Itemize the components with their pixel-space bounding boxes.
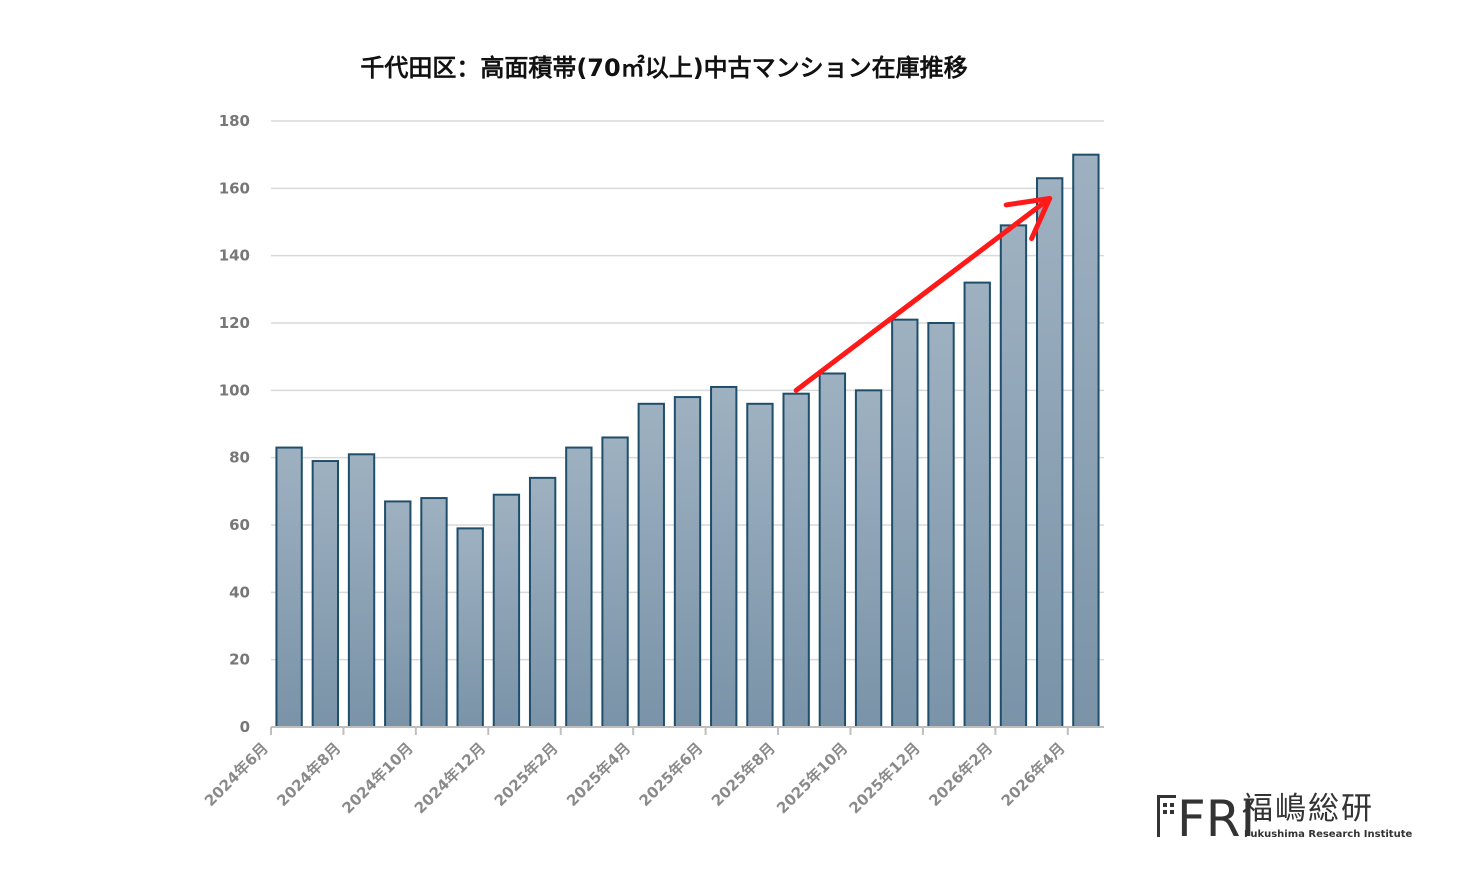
y-tick-label: 120 [219,314,250,332]
x-tick-label: 2025年12月 [846,739,924,817]
bar [782,392,810,728]
logo-letters: FRI [1177,790,1255,848]
bar [347,453,376,728]
x-tick-label: 2025年10月 [773,739,851,817]
bar [601,436,629,728]
y-tick-label: 80 [229,449,250,467]
bar [891,318,919,728]
y-tick-label: 20 [229,651,250,669]
x-tick-label: 2024年6月 [201,739,272,810]
x-tick-label: 2024年12月 [411,739,489,817]
logo-mark-icon [1157,795,1176,837]
bar [565,446,593,728]
fri-logo: FRI 福嶋総研 Fukushima Research Institute [1157,790,1412,848]
bar [818,372,847,728]
arrow-shaft [793,195,1053,393]
y-tick-label: 60 [229,516,250,534]
bar [927,322,955,728]
bar [637,402,665,728]
bar [746,402,774,728]
chart-title: 千代田区：高面積帯(70㎡以上)中古マンション在庫推移 [360,54,967,82]
y-tick-label: 0 [240,718,250,736]
bar [854,389,883,728]
x-axis [270,726,1104,735]
x-tick-label: 2025年6月 [636,739,707,810]
y-axis-tick-labels: 0 20 40 60 80 100 120 140 160 180 [219,112,250,736]
y-tick-label: 140 [219,247,250,265]
bar [1035,177,1064,728]
y-tick-label: 160 [219,179,250,197]
bar [275,446,303,728]
y-tick-label: 180 [219,112,250,130]
x-tick-label: 2024年8月 [273,739,344,810]
bar [1072,153,1100,728]
bar [710,385,738,728]
bar [492,493,521,729]
logo-kanji: 福嶋総研 [1242,791,1374,827]
x-tick-label: 2025年2月 [491,739,562,810]
logo-subtitle: Fukushima Research Institute [1244,829,1412,840]
bar [528,476,557,728]
x-tick-label: 2025年8月 [708,739,779,810]
x-tick-label: 2024年10月 [338,739,416,817]
arrow-head-icon [1003,195,1053,242]
bar [311,460,340,728]
bar [384,500,412,728]
bar [456,527,484,728]
bar [999,224,1028,728]
y-tick-label: 40 [229,583,250,601]
bar [963,281,991,728]
trend-arrow [793,195,1053,393]
y-tick-label: 100 [219,381,250,399]
x-tick-label: 2026年2月 [925,739,996,810]
bars [275,153,1100,729]
bar [673,396,702,728]
x-tick-label: 2025年4月 [563,739,634,810]
bar [420,497,448,729]
x-tick-label: 2026年4月 [998,739,1069,810]
